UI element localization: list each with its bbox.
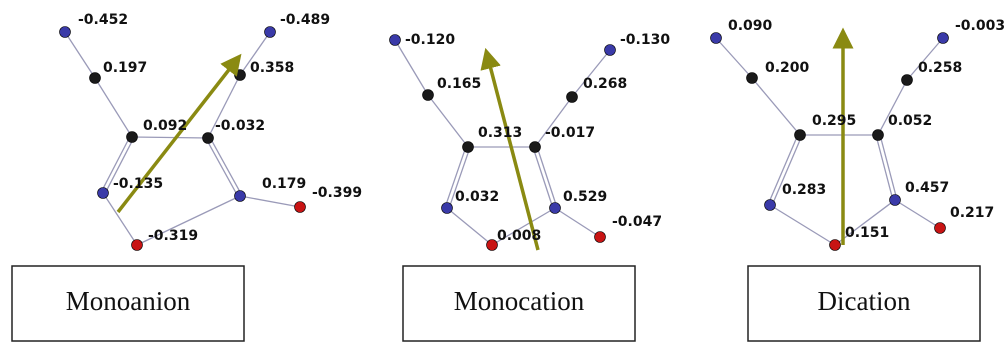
atom bbox=[873, 130, 884, 141]
bond bbox=[770, 205, 835, 245]
atom bbox=[711, 33, 722, 44]
atom bbox=[550, 203, 561, 214]
bond bbox=[95, 78, 132, 137]
atom-charge: 0.052 bbox=[888, 113, 932, 129]
bond bbox=[555, 208, 600, 237]
atom bbox=[423, 90, 434, 101]
bond bbox=[206, 139, 238, 197]
atom-charge: 0.217 bbox=[950, 205, 994, 221]
molecule-panel: 0.090 0.200 0.295 0.052 0.258 -0.003 0.283 0.45… bbox=[711, 18, 1006, 341]
bond bbox=[428, 95, 468, 147]
atom bbox=[98, 188, 109, 199]
atom-charge: -0.319 bbox=[148, 228, 198, 244]
atom bbox=[235, 70, 246, 81]
atom bbox=[203, 133, 214, 144]
molecule-panel: -0.452 0.197 0.092 -0.032 0.358 -0.489 -0.135 0… bbox=[12, 12, 362, 341]
atom bbox=[295, 202, 306, 213]
atom-charge: -0.047 bbox=[612, 214, 662, 230]
panel-label: Dication bbox=[818, 286, 911, 316]
atom bbox=[935, 223, 946, 234]
atom bbox=[463, 142, 474, 153]
bond bbox=[210, 137, 242, 195]
atom bbox=[390, 35, 401, 46]
atom bbox=[60, 27, 71, 38]
bond bbox=[716, 38, 752, 78]
atom bbox=[938, 33, 949, 44]
bond bbox=[132, 137, 208, 138]
atom-charge: -0.003 bbox=[955, 18, 1005, 34]
atom bbox=[605, 45, 616, 56]
atom bbox=[595, 232, 606, 243]
atom-charge: 0.090 bbox=[728, 18, 773, 34]
bond bbox=[533, 148, 553, 209]
bond bbox=[752, 78, 800, 135]
atom-charge: 0.313 bbox=[478, 125, 522, 141]
bond bbox=[395, 40, 428, 95]
atom-charge: -0.120 bbox=[405, 32, 455, 48]
atom bbox=[132, 240, 143, 251]
atom bbox=[747, 73, 758, 84]
atom-charge: -0.489 bbox=[280, 12, 330, 28]
atom bbox=[530, 142, 541, 153]
atom bbox=[902, 75, 913, 86]
atom bbox=[235, 191, 246, 202]
atom bbox=[830, 240, 841, 251]
panel-label: Monocation bbox=[454, 286, 585, 316]
atom bbox=[265, 27, 276, 38]
atom bbox=[567, 92, 578, 103]
bond bbox=[537, 146, 557, 207]
bond bbox=[876, 136, 893, 201]
atom-charge: 0.283 bbox=[782, 182, 826, 198]
atom-charge: 0.295 bbox=[812, 113, 856, 129]
atom bbox=[487, 240, 498, 251]
atom bbox=[442, 203, 453, 214]
atom-charge: -0.017 bbox=[545, 125, 595, 141]
panel-label: Monoanion bbox=[66, 286, 191, 316]
bond bbox=[895, 200, 940, 228]
molecule-figure: -0.452 0.197 0.092 -0.032 0.358 -0.489 -0.135 0… bbox=[0, 0, 1008, 342]
atom-charge: 0.092 bbox=[143, 118, 187, 134]
atom-charge: 0.457 bbox=[905, 180, 949, 196]
atom bbox=[90, 73, 101, 84]
atom-charge: 0.165 bbox=[437, 76, 481, 92]
atom-charge: -0.130 bbox=[620, 32, 670, 48]
atom-charge: 0.008 bbox=[497, 228, 541, 244]
atom-charge: -0.032 bbox=[215, 118, 265, 134]
atom-charge: 0.200 bbox=[765, 60, 810, 76]
atom-charge: 0.358 bbox=[250, 60, 294, 76]
bond bbox=[240, 196, 300, 207]
bond bbox=[103, 193, 137, 245]
bond bbox=[880, 134, 897, 199]
dipole-arrow bbox=[488, 58, 538, 250]
atom-charge: 0.197 bbox=[103, 60, 147, 76]
atom bbox=[795, 130, 806, 141]
atom bbox=[890, 195, 901, 206]
atom-charge: -0.452 bbox=[78, 12, 128, 28]
atom-charge: 0.529 bbox=[563, 189, 607, 205]
atom bbox=[127, 132, 138, 143]
atom-charge: 0.258 bbox=[918, 60, 962, 76]
atom-charge: 0.179 bbox=[262, 176, 306, 192]
atom-charge: 0.151 bbox=[845, 225, 889, 241]
bond bbox=[65, 32, 95, 78]
molecule-panel: -0.120 0.165 0.313 -0.017 0.268 -0.130 0.032 0.… bbox=[390, 32, 671, 341]
atom-charge: -0.399 bbox=[312, 185, 362, 201]
atom-charge: 0.032 bbox=[455, 189, 499, 205]
bond bbox=[447, 208, 492, 245]
atom bbox=[765, 200, 776, 211]
atom-charge: -0.135 bbox=[113, 176, 163, 192]
atom-charge: 0.268 bbox=[583, 76, 627, 92]
